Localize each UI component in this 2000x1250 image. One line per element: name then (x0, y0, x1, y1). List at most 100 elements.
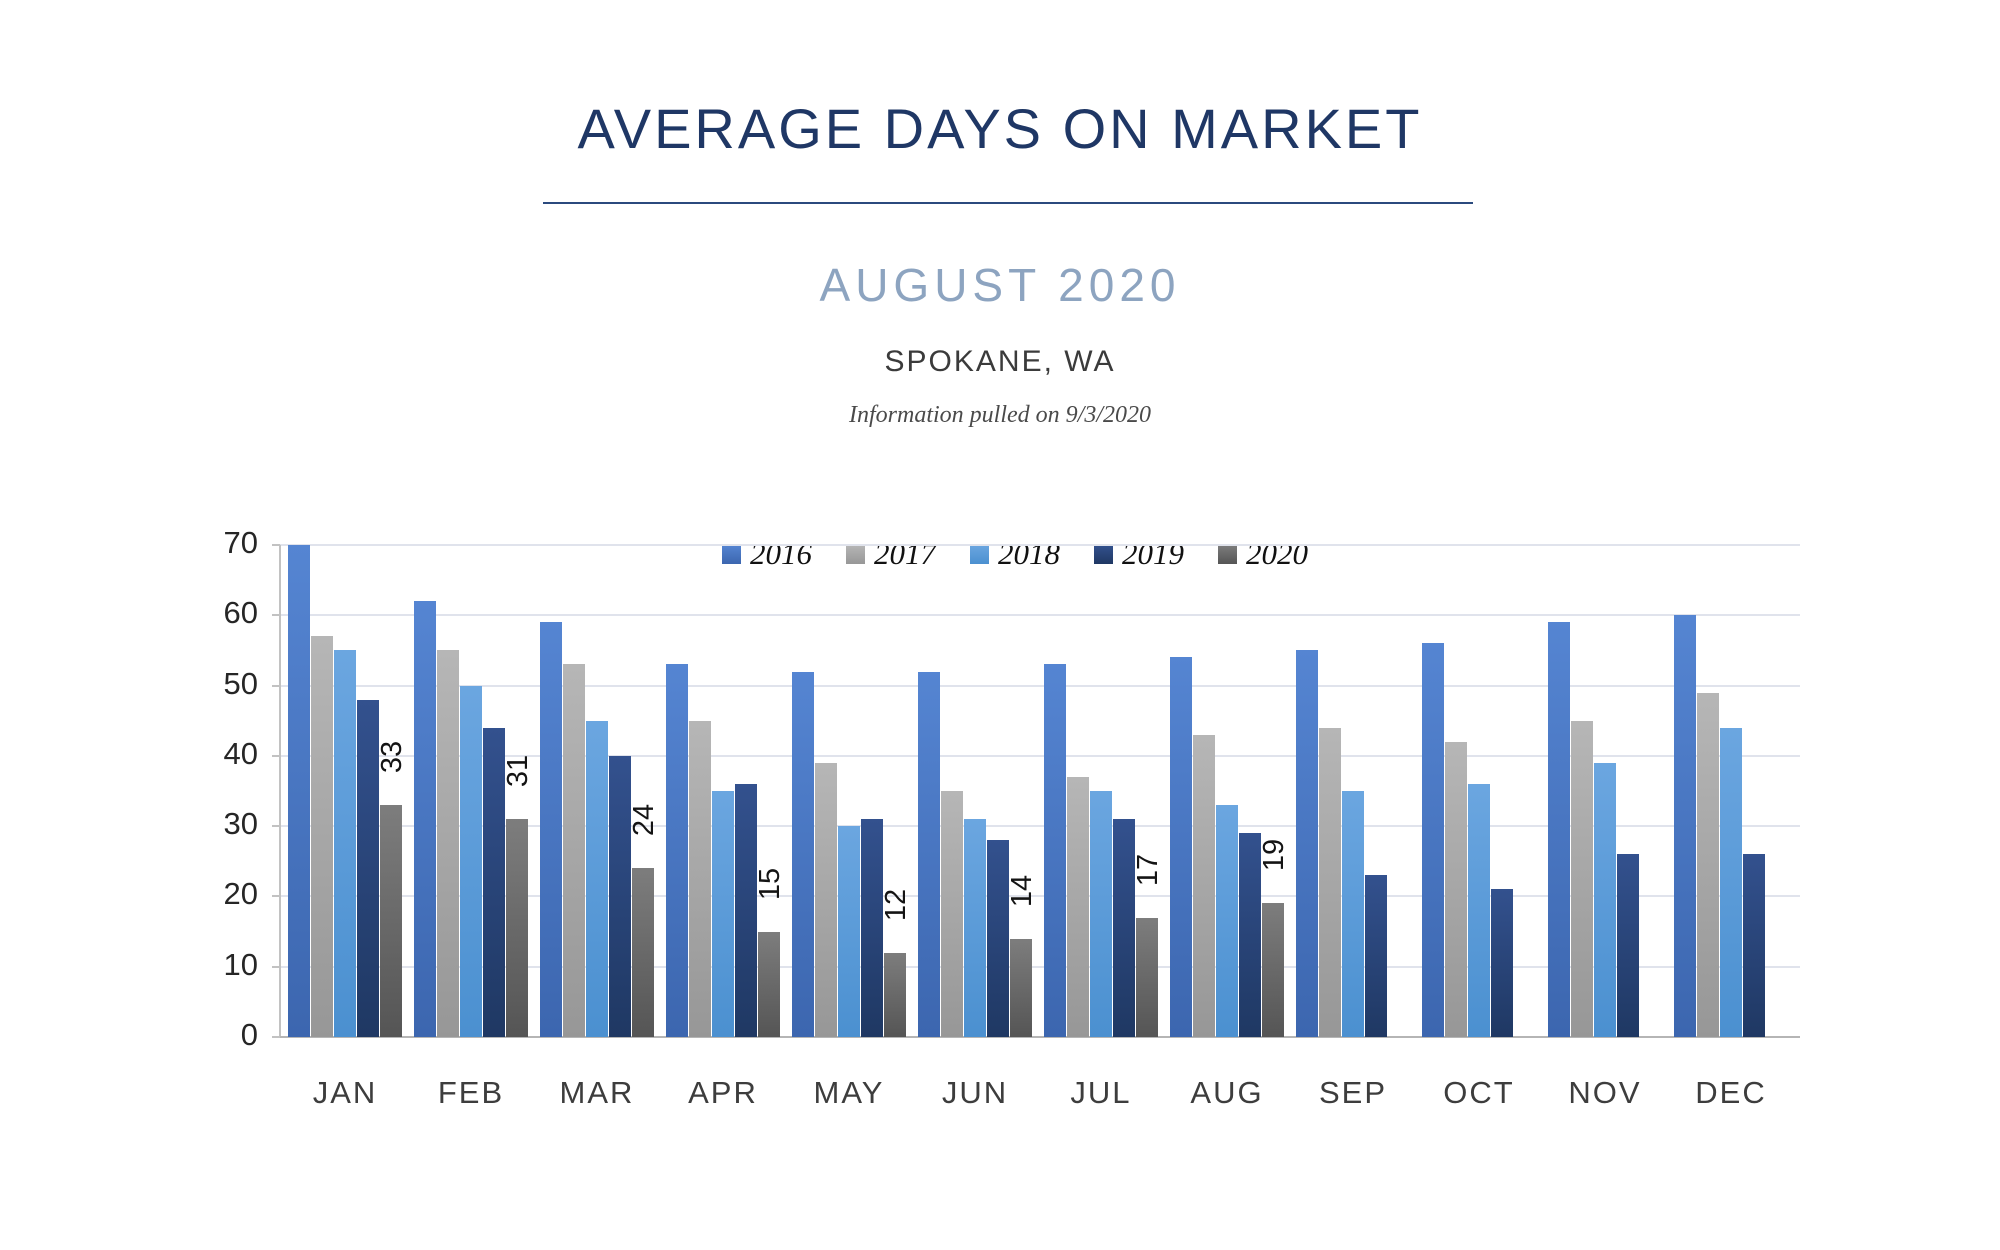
bar-2016-may (792, 671, 814, 1037)
bar-2019-jun (987, 840, 1009, 1037)
bar-2016-jul (1044, 664, 1066, 1037)
y-axis-label-50: 50 (223, 665, 258, 701)
x-axis-label-mar: MAR (559, 1075, 635, 1110)
legend-item-2018: 2018 (970, 536, 1060, 572)
y-axis-label-20: 20 (223, 876, 258, 912)
y-axis-label-30: 30 (223, 806, 258, 842)
bar-2018-feb (460, 685, 482, 1037)
bar-2018-mar (586, 720, 608, 1037)
bar-2019-jul (1113, 819, 1135, 1037)
bar-2016-nov (1548, 622, 1570, 1037)
page-title: AVERAGE DAYS ON MARKET (577, 97, 1423, 160)
y-axis-line (279, 544, 281, 1037)
bar-2018-apr (712, 790, 734, 1037)
x-axis-label-jul: JUL (1070, 1075, 1132, 1110)
x-axis-label-may: MAY (813, 1075, 885, 1110)
bar-2018-nov (1594, 762, 1616, 1037)
bar-2016-aug (1170, 657, 1192, 1037)
bar-2016-mar (540, 622, 562, 1037)
y-axis-tick-20 (272, 895, 280, 898)
bar-2017-oct (1445, 741, 1467, 1037)
x-axis-label-oct: OCT (1443, 1075, 1515, 1110)
x-axis-label-nov: NOV (1568, 1075, 1642, 1110)
legend-swatch-2020 (1218, 544, 1237, 564)
legend-label-2016: 2016 (750, 536, 812, 571)
bar-2018-dec (1720, 727, 1742, 1037)
y-axis-label-70: 70 (223, 524, 258, 560)
chart-legend: 2016 2017 2018 2019 2020 (280, 536, 1750, 572)
bar-2017-feb (437, 650, 459, 1037)
bar-2017-mar (563, 664, 585, 1037)
title-underline (543, 202, 1473, 204)
bar-2019-mar (609, 755, 631, 1037)
bar-2020-mar (632, 868, 654, 1037)
bar-2017-jul (1067, 776, 1089, 1037)
report-month-subtitle: AUGUST 2020 (819, 259, 1181, 311)
legend-swatch-2016 (722, 544, 741, 564)
bar-2020-aug (1262, 903, 1284, 1037)
y-axis-tick-70 (272, 543, 280, 546)
x-axis-label-sep: SEP (1318, 1075, 1388, 1110)
gridline-60 (280, 614, 1800, 617)
y-axis-tick-60 (272, 614, 280, 617)
bar-2017-apr (689, 720, 711, 1037)
bar-2017-nov (1571, 720, 1593, 1037)
bar-2017-jan (311, 636, 333, 1037)
bar-2020-jun (1010, 938, 1032, 1037)
bar-2017-dec (1697, 692, 1719, 1037)
legend-label-2018: 2018 (998, 536, 1060, 571)
location-label: SPOKANE, WA (884, 345, 1116, 378)
bar-2020-feb (506, 819, 528, 1037)
bar-2019-feb (483, 727, 505, 1037)
x-axis-label-apr: APR (688, 1075, 758, 1110)
bar-2016-dec (1674, 615, 1696, 1037)
bar-2019-apr (735, 783, 757, 1037)
y-axis-label-60: 60 (223, 595, 258, 631)
bar-2016-sep (1296, 650, 1318, 1037)
bar-2020-may (884, 952, 906, 1037)
data-label-2020-feb: 31 (502, 754, 534, 788)
bar-2017-sep (1319, 727, 1341, 1037)
bar-2019-oct (1491, 889, 1513, 1037)
bar-2019-dec (1743, 854, 1765, 1037)
data-label-2020-mar: 24 (628, 804, 660, 837)
gridline-40 (280, 754, 1800, 757)
bar-2019-nov (1617, 854, 1639, 1037)
legend-item-2019: 2019 (1094, 536, 1184, 572)
y-axis-label-40: 40 (223, 735, 258, 771)
x-axis-label-jun: JUN (941, 1075, 1009, 1110)
gridline-50 (280, 684, 1800, 687)
x-axis-label-jan: JAN (312, 1075, 378, 1110)
bar-2018-may (838, 826, 860, 1037)
legend-item-2017: 2017 (846, 536, 936, 572)
data-label-2020-jul: 17 (1132, 853, 1164, 886)
bar-2019-sep (1365, 875, 1387, 1037)
bar-2020-apr (758, 931, 780, 1037)
info-pulled-note: Information pulled on 9/3/2020 (849, 402, 1151, 428)
legend-label-2020: 2020 (1246, 536, 1308, 571)
bar-2016-apr (666, 664, 688, 1037)
legend-label-2017: 2017 (874, 536, 936, 571)
bar-2016-jun (918, 671, 940, 1037)
x-axis-line (280, 1036, 1800, 1038)
data-label-2020-apr: 15 (754, 867, 786, 900)
data-label-2020-jun: 14 (1006, 874, 1038, 907)
bar-2016-feb (414, 601, 436, 1037)
bar-2018-jul (1090, 790, 1112, 1037)
bar-2017-may (815, 762, 837, 1037)
gridline-70 (280, 543, 1800, 546)
y-axis-tick-40 (272, 754, 280, 757)
y-axis-tick-10 (272, 965, 280, 968)
data-label-2020-may: 12 (880, 888, 912, 921)
bar-2016-oct (1422, 643, 1444, 1037)
y-axis-tick-30 (272, 825, 280, 828)
legend-swatch-2017 (846, 544, 865, 564)
data-label-2020-aug: 19 (1258, 839, 1290, 872)
bar-2018-jan (334, 650, 356, 1037)
bar-2020-jul (1136, 917, 1158, 1037)
bar-2019-jan (357, 699, 379, 1037)
y-axis-tick-50 (272, 684, 280, 687)
y-axis-label-10: 10 (223, 946, 258, 982)
x-axis-label-dec: DEC (1695, 1075, 1767, 1110)
